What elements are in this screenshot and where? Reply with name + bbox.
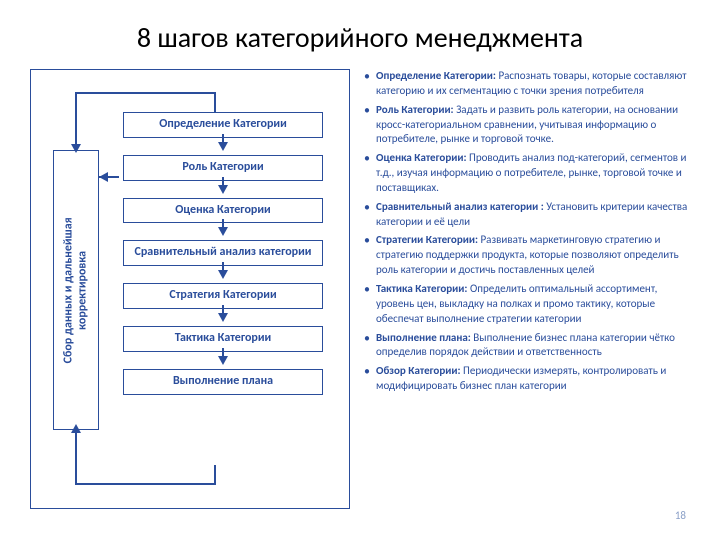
flow-diagram: Сбор данных и дальнейшая корректировка О… (30, 69, 350, 509)
bullet-item: Стратегии Категории: Развивать маркетинг… (364, 233, 690, 278)
arrowhead-icon (99, 172, 108, 182)
connector-line (214, 92, 216, 112)
arrow-icon (218, 185, 228, 194)
arrow-icon (218, 313, 228, 322)
bullet-item: Сравнительный анализ категории : Установ… (364, 200, 690, 230)
content-row: Сбор данных и дальнейшая корректировка О… (30, 69, 690, 509)
arrow-icon (218, 227, 228, 236)
page-title: 8 шагов категорийного менеджмента (30, 20, 690, 55)
step-box-7: Выполнение плана (123, 369, 323, 395)
flow-column: Определение Категории Роль Категории Оце… (113, 112, 333, 395)
bullet-item: Обзор Категории: Периодически измерять, … (364, 364, 690, 394)
bullet-item: Определение Категории: Распознать товары… (364, 69, 690, 99)
bullet-item: Тактика Категории: Определить оптимальны… (364, 282, 690, 327)
connector-line (75, 430, 77, 485)
feedback-box: Сбор данных и дальнейшая корректировка (53, 150, 99, 430)
arrowhead-icon (71, 424, 81, 433)
description-list: Определение Категории: Распознать товары… (364, 69, 690, 509)
connector-line (75, 92, 77, 150)
connector-line (214, 465, 216, 485)
bullet-item: Оценка Категории: Проводить анализ под-к… (364, 151, 690, 196)
arrow-icon (218, 356, 228, 365)
feedback-label: Сбор данных и дальнейшая корректировка (62, 217, 91, 363)
bullet-item: Роль Категории: Задать и развить роль ка… (364, 103, 690, 148)
connector-line (75, 483, 216, 485)
page-number: 18 (675, 509, 686, 522)
arrow-icon (218, 270, 228, 279)
bullet-item: Выполнение плана: Выполнение бизнес план… (364, 331, 690, 361)
arrowhead-icon (71, 144, 81, 153)
arrow-icon (218, 142, 228, 151)
connector-line (75, 92, 215, 94)
